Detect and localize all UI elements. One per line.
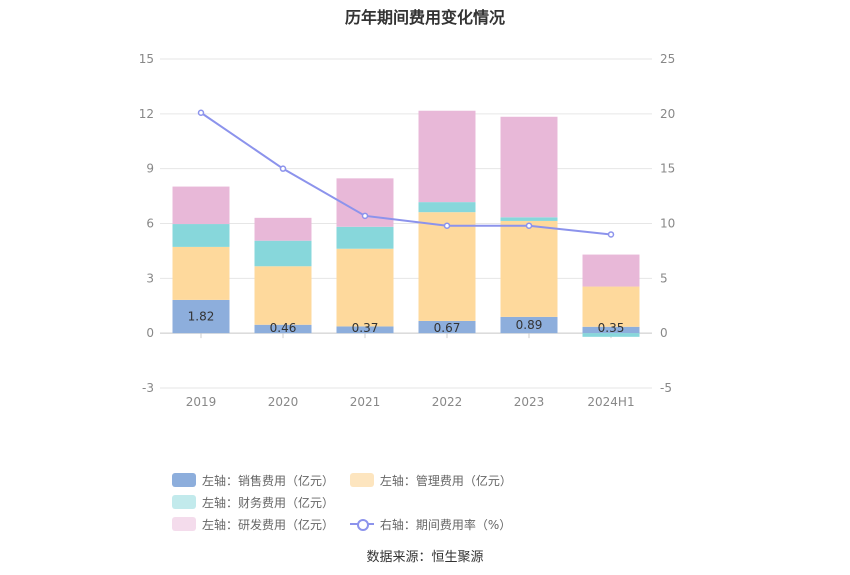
legend-swatch-finance [172,495,196,509]
bar-segment [336,248,394,327]
bar-segment [254,240,312,267]
left-axis-tick: 6 [146,217,154,231]
data-source: 数据来源：恒生聚源 [366,550,484,565]
bar-segment [582,333,640,337]
bar-segment [582,286,640,327]
right-axis-tick: 20 [660,107,675,121]
legend-swatch-rnd [172,517,196,531]
bar-segment [172,246,230,300]
sales-value-label: 0.35 [598,321,625,335]
ratio-point [607,231,615,238]
sales-value-label: 0.89 [516,318,543,332]
data-labels: 1.82 0.46 0.37 0.67 0.89 0.35 [188,310,625,336]
bar-segment [172,299,230,334]
legend: 左轴：销售费用（亿元） 左轴：管理费用（亿元） 左轴：财务费用（亿元） 左轴：研… [172,472,692,538]
bar-segment [172,186,230,225]
bars [172,110,640,337]
bar-segment [254,217,312,241]
legend-label-rnd: 左轴：研发费用（亿元） [202,517,335,532]
legend-label-finance: 左轴：财务费用（亿元） [202,495,335,510]
right-axis-tick: 15 [660,162,675,176]
bar-segment [254,266,312,325]
right-axis-tick: 5 [660,271,668,285]
left-axis-tick: 3 [146,271,154,285]
ratio-point [279,165,287,172]
axes: 15 12 9 6 3 0 -3 25 20 15 10 5 0 -5 2019 2020 2021 2022 20… [139,52,676,409]
x-axis-tick: 2024H1 [587,395,634,409]
bar-segment [500,116,558,218]
sales-value-label: 0.46 [270,321,297,335]
right-axis-tick: 0 [660,326,668,340]
x-axis-tick: 2023 [514,395,545,409]
bar-segment [336,326,394,334]
bar-segment [500,316,558,334]
legend-line-icon [349,517,374,531]
sales-value-label: 0.67 [434,321,461,335]
legend-swatch-management [349,473,374,487]
legend-item-rnd[interactable]: 左轴：研发费用（亿元） [172,516,334,532]
bar-segment [254,324,312,334]
ratio-point [361,212,369,220]
bar-segment [582,254,640,287]
gridlines [160,58,652,389]
right-axis-tick: 25 [660,52,675,66]
chart-plot: 15 12 9 6 3 0 -3 25 20 15 10 5 0 -5 2019 2020 2021 2022 20… [139,52,676,409]
left-axis-tick: 15 [139,52,154,66]
ratio-point [197,109,205,116]
legend-swatch-sales [172,473,196,487]
bar-segment [172,224,230,247]
legend-item-management[interactable]: 左轴：管理费用（亿元） [349,472,512,488]
legend-label-management: 左轴：管理费用（亿元） [379,473,512,488]
left-axis-tick: 12 [139,107,154,121]
ratio-line-path [200,111,612,236]
chart-title: 历年期间费用变化情况 [344,8,505,27]
legend-label-ratio: 右轴：期间费用率（%） [379,517,512,532]
ratio-point [443,222,451,229]
legend-item-ratio[interactable]: 右轴：期间费用率（%） [349,516,512,532]
ratio-point [525,222,533,229]
x-axis-tick: 2022 [432,395,463,409]
bar-segment [500,220,558,317]
bar-segment [418,202,476,213]
bar-segment [418,110,476,203]
expense-ratio-line [197,109,615,238]
legend-item-sales[interactable]: 左轴：销售费用（亿元） [172,472,334,488]
left-axis-tick: -3 [142,381,154,395]
bar-segment [500,217,558,221]
right-axis-tick: -5 [660,381,672,395]
bar-segment [418,212,476,321]
legend-item-finance[interactable]: 左轴：财务费用（亿元） [172,494,334,510]
bar-segment [582,326,640,334]
left-axis-tick: 0 [146,326,154,340]
sales-value-label: 0.37 [352,321,379,335]
bar-segment [336,226,394,249]
sales-value-label: 1.82 [188,310,215,324]
x-axis-tick: 2021 [350,395,381,409]
left-axis-tick: 9 [146,162,154,176]
bar-segment [336,178,394,227]
legend-label-sales: 左轴：销售费用（亿元） [202,473,335,488]
x-axis-tick: 2019 [186,395,217,409]
x-axis-tick: 2020 [268,395,299,409]
bar-segment [418,320,476,334]
right-axis-tick: 10 [660,217,675,231]
